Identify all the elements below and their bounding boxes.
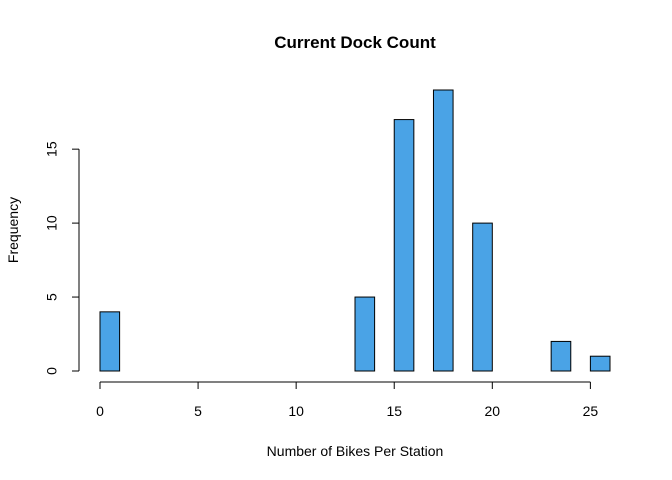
histogram-bar [589, 355, 611, 372]
x-axis-label: Number of Bikes Per Station [267, 443, 444, 459]
x-tick-label: 25 [583, 403, 599, 419]
x-tick-label: 0 [96, 403, 104, 419]
histogram-bar [393, 119, 415, 372]
x-tick-label: 10 [288, 403, 304, 419]
x-tick-label: 15 [386, 403, 402, 419]
x-axis: 0 5 10 15 20 25 [96, 381, 599, 419]
y-tick-label: 10 [44, 215, 60, 231]
y-tick-label: 0 [44, 367, 60, 375]
x-tick-label: 5 [194, 403, 202, 419]
histogram-bar [432, 89, 454, 372]
histogram-bar [472, 222, 493, 372]
y-axis-label: Frequency [5, 197, 21, 263]
histogram-bar [99, 311, 121, 372]
histogram-bar [354, 296, 376, 372]
chart-title: Current Dock Count [274, 33, 436, 52]
bars-layer [99, 89, 611, 372]
y-tick-label: 5 [44, 293, 60, 301]
x-tick-label: 20 [485, 403, 501, 419]
y-axis: 0 5 10 15 [44, 141, 80, 375]
y-tick-label: 15 [44, 141, 60, 157]
histogram-bar [550, 340, 572, 372]
